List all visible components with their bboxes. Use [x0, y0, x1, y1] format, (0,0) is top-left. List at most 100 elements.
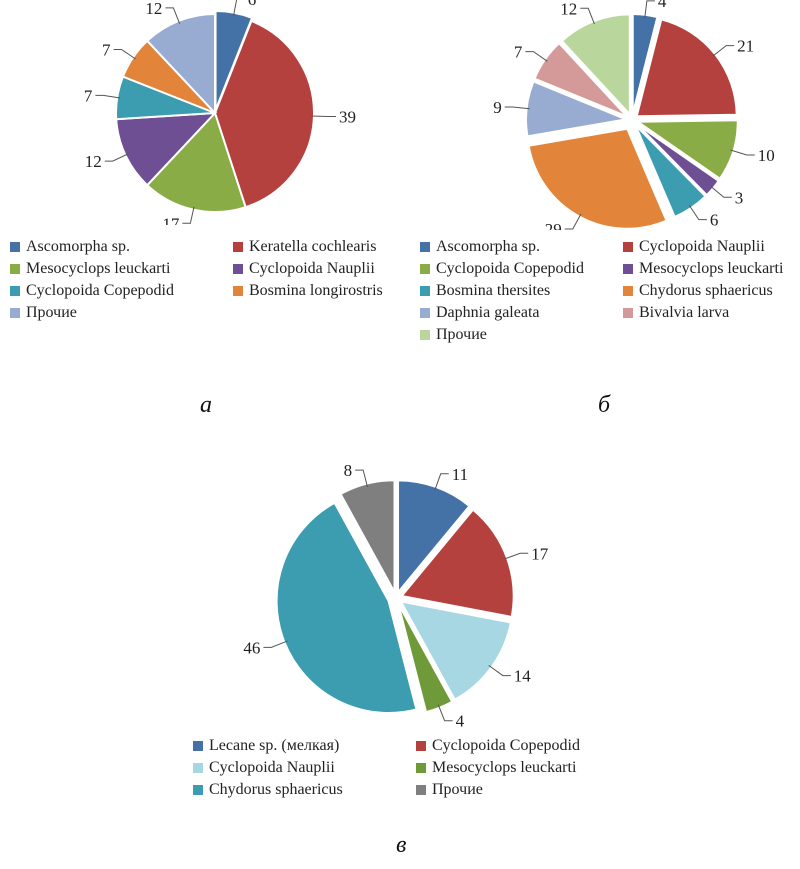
- legend-label: Ascomorpha sp.: [436, 238, 540, 256]
- data-label: 12: [85, 152, 102, 171]
- legend-swatch: [233, 242, 243, 252]
- legend-swatch: [623, 286, 633, 296]
- legend-swatch: [10, 286, 20, 296]
- data-label: 8: [344, 461, 353, 480]
- legend-label: Cyclopoida Nauplii: [639, 238, 765, 256]
- legend-label: Mesocyclops leuckarti: [26, 260, 170, 278]
- data-label: 10: [758, 146, 775, 165]
- legend-item: Cyclopoida Nauplii: [623, 238, 800, 256]
- legend-chart-a: Ascomorpha sp. Keratella cochlearis Mesocy…: [10, 238, 423, 322]
- leader-line: [504, 553, 528, 559]
- legend-chart-c: Lecane sp. (мелкая) Cyclopoida Copepodid C…: [193, 737, 616, 799]
- legend-label: Bivalvia larva: [639, 304, 729, 322]
- legend-item: Cyclopoida Nauplii: [233, 260, 423, 278]
- data-label: 3: [735, 188, 744, 207]
- data-label: 6: [248, 0, 257, 9]
- legend-swatch: [416, 763, 426, 773]
- caption-chart-a: а: [200, 392, 212, 419]
- leader-line: [731, 150, 755, 155]
- legend-label: Lecane sp. (мелкая): [209, 737, 339, 755]
- legend-label: Ascomorpha sp.: [26, 238, 130, 256]
- leader-line: [311, 116, 336, 117]
- data-label: 14: [514, 667, 532, 686]
- legend-item: Mesocyclops leuckarti: [416, 759, 616, 777]
- legend-label: Прочие: [432, 781, 483, 799]
- legend-label: Mesocyclops leuckarti: [432, 759, 576, 777]
- leader-line: [263, 641, 287, 647]
- legend-item: Lecane sp. (мелкая): [193, 737, 398, 755]
- data-label: 7: [102, 40, 111, 59]
- legend-swatch: [416, 785, 426, 795]
- legend-label: Cyclopoida Copepodid: [432, 737, 580, 755]
- legend-swatch: [420, 242, 430, 252]
- chart-a: 6 39 17 12 7 7 12 Ascomorpha sp. Keratella coch…: [0, 0, 400, 430]
- legend-item: Ascomorpha sp.: [420, 238, 605, 256]
- legend-chart-b: Ascomorpha sp. Cyclopoida Nauplii Cyclopoi…: [420, 238, 800, 344]
- data-label: 17: [531, 544, 549, 563]
- caption-chart-b: б: [598, 392, 610, 419]
- legend-item: Bosmina longirostris: [233, 282, 423, 300]
- legend-item: Cyclopoida Copepodid: [10, 282, 215, 300]
- legend-swatch: [10, 308, 20, 318]
- legend-item: Bosmina thersites: [420, 282, 605, 300]
- data-label: 6: [710, 211, 719, 230]
- legend-swatch: [420, 264, 430, 274]
- legend-swatch: [233, 264, 243, 274]
- data-label: 12: [145, 0, 162, 18]
- legend-item: Cyclopoida Nauplii: [193, 759, 398, 777]
- data-label: 17: [162, 214, 180, 225]
- legend-label: Mesocyclops leuckarti: [639, 260, 783, 278]
- legend-swatch: [193, 741, 203, 751]
- legend-label: Прочие: [436, 326, 487, 344]
- data-label: 21: [737, 37, 754, 56]
- legend-item: Chydorus sphaericus: [193, 781, 398, 799]
- data-label: 29: [545, 220, 562, 230]
- data-label: 7: [84, 86, 93, 105]
- legend-item: Keratella cochlearis: [233, 238, 423, 256]
- data-label: 9: [493, 98, 502, 117]
- legend-item: Daphnia galeata: [420, 304, 605, 322]
- data-label: 12: [560, 0, 577, 18]
- legend-swatch: [10, 242, 20, 252]
- legend-swatch: [10, 264, 20, 274]
- data-label: 46: [243, 638, 260, 657]
- legend-swatch: [416, 741, 426, 751]
- pie-chart-a: 6 39 17 12 7 7 12: [0, 0, 400, 225]
- legend-label: Cyclopoida Copepodid: [26, 282, 174, 300]
- legend-item: Cyclopoida Copepodid: [420, 260, 605, 278]
- legend-swatch: [420, 286, 430, 296]
- legend-swatch: [623, 242, 633, 252]
- data-label: 11: [452, 465, 468, 484]
- data-label: 4: [456, 712, 465, 730]
- legend-item: Прочие: [420, 326, 605, 344]
- legend-label: Daphnia galeata: [436, 304, 540, 322]
- legend-label: Chydorus sphaericus: [209, 781, 343, 799]
- legend-label: Bosmina longirostris: [249, 282, 383, 300]
- pie-chart-c: 11 17 14 4 46 8: [0, 440, 800, 730]
- legend-item: Cyclopoida Copepodid: [416, 737, 616, 755]
- data-label: 4: [658, 0, 667, 11]
- legend-label: Chydorus sphaericus: [639, 282, 773, 300]
- legend-swatch: [420, 330, 430, 340]
- legend-label: Keratella cochlearis: [249, 238, 376, 256]
- legend-label: Cyclopoida Nauplii: [209, 759, 335, 777]
- chart-b: 4 21 10 3 6 29 9 7 12 Ascomorpha sp. Cyclopoida N…: [400, 0, 800, 430]
- legend-label: Cyclopoida Copepodid: [436, 260, 584, 278]
- legend-label: Cyclopoida Nauplii: [249, 260, 375, 278]
- legend-item: Ascomorpha sp.: [10, 238, 215, 256]
- legend-swatch: [623, 308, 633, 318]
- legend-item: Прочие: [10, 304, 215, 322]
- data-label: 39: [339, 108, 356, 127]
- legend-label: Прочие: [26, 304, 77, 322]
- legend-item: Прочие: [416, 781, 616, 799]
- legend-swatch: [420, 308, 430, 318]
- legend-item: Mesocyclops leuckarti: [623, 260, 800, 278]
- legend-swatch: [193, 763, 203, 773]
- legend-item: Chydorus sphaericus: [623, 282, 800, 300]
- legend-swatch: [233, 286, 243, 296]
- legend-item: Bivalvia larva: [623, 304, 800, 322]
- data-label: 7: [514, 43, 523, 62]
- caption-chart-c: в: [396, 832, 406, 859]
- legend-swatch: [623, 264, 633, 274]
- legend-swatch: [193, 785, 203, 795]
